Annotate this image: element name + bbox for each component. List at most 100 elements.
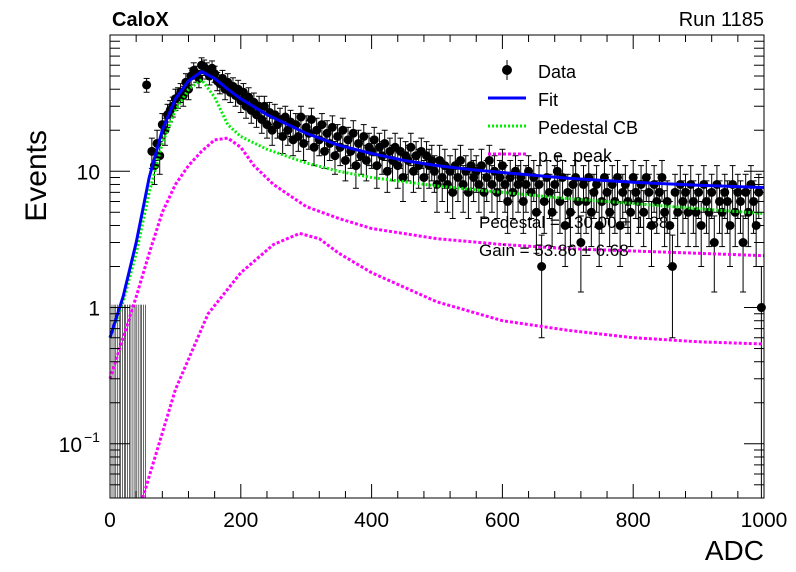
data-point bbox=[340, 155, 350, 165]
run-label: Run 1185 bbox=[679, 9, 764, 31]
data-point bbox=[317, 120, 327, 130]
x-tick-label: 600 bbox=[485, 509, 520, 532]
data-point bbox=[299, 138, 309, 148]
data-point bbox=[479, 187, 489, 197]
data-point bbox=[576, 238, 586, 248]
data-point bbox=[720, 187, 730, 197]
data-point bbox=[694, 187, 704, 197]
data-point bbox=[142, 80, 152, 90]
data-point bbox=[278, 131, 288, 141]
data-point bbox=[351, 161, 361, 171]
data-point bbox=[320, 146, 330, 156]
data-point bbox=[681, 187, 691, 197]
legend-label-fit: Fit bbox=[538, 90, 558, 110]
data-point bbox=[259, 101, 269, 111]
data-point bbox=[359, 131, 369, 141]
data-point bbox=[429, 166, 439, 176]
data-point bbox=[306, 114, 316, 124]
legend-label-pedestal: Pedestal CB bbox=[538, 118, 638, 138]
x-tick-label: 800 bbox=[616, 509, 651, 532]
plot-area bbox=[108, 57, 766, 499]
series-line-p-e-peak bbox=[108, 136, 765, 380]
series-line-fit bbox=[108, 69, 765, 339]
x-tick-label: 200 bbox=[223, 509, 258, 532]
data-point bbox=[476, 161, 486, 171]
data-point bbox=[487, 179, 497, 189]
data-point bbox=[696, 220, 706, 230]
data-point bbox=[406, 142, 416, 152]
data-point bbox=[725, 220, 735, 230]
data-point bbox=[521, 179, 531, 189]
y-axis-label: Events bbox=[20, 130, 53, 222]
plot-frame bbox=[109, 34, 765, 499]
data-point bbox=[667, 262, 677, 271]
data-point bbox=[361, 155, 371, 165]
series-line-pedestal-cb bbox=[108, 77, 765, 339]
data-point bbox=[518, 196, 528, 206]
data-point bbox=[398, 172, 408, 182]
annotation-gain: Gain = 53.86 ± 6.68 bbox=[479, 241, 629, 260]
data-point bbox=[647, 220, 657, 230]
x-tick-label: 400 bbox=[354, 509, 389, 532]
data-point bbox=[419, 172, 429, 182]
data-point bbox=[445, 166, 455, 176]
data-point bbox=[592, 179, 602, 189]
data-point bbox=[644, 187, 654, 197]
data-point bbox=[563, 187, 573, 197]
data-point bbox=[382, 166, 392, 176]
legend-label-pe-peak: p.e. peak bbox=[538, 146, 613, 166]
data-point bbox=[733, 187, 743, 197]
y-tick-exponent: −1 bbox=[84, 429, 100, 445]
y-tick-label: 1 bbox=[88, 298, 100, 321]
data-point bbox=[369, 135, 379, 145]
x-tick-label: 1000 bbox=[741, 509, 788, 532]
data-point bbox=[618, 187, 628, 197]
data-point bbox=[709, 238, 719, 248]
data-point bbox=[534, 179, 544, 189]
legend-marker-data bbox=[502, 65, 512, 75]
data-point bbox=[715, 196, 725, 206]
data-point bbox=[701, 196, 711, 206]
data-point bbox=[296, 112, 306, 122]
data-point bbox=[560, 220, 570, 230]
data-point bbox=[267, 125, 277, 135]
data-point bbox=[330, 151, 340, 161]
x-axis-label: ADC bbox=[705, 535, 764, 566]
data-point bbox=[615, 220, 625, 230]
data-point bbox=[456, 155, 466, 165]
data-point bbox=[348, 128, 358, 138]
data-point bbox=[602, 187, 612, 197]
legend-label-data: Data bbox=[538, 62, 577, 82]
data-point bbox=[293, 131, 303, 141]
y-tick-label: 10 bbox=[59, 434, 82, 457]
data-point bbox=[327, 122, 337, 132]
data-point bbox=[626, 207, 636, 217]
data-point bbox=[657, 172, 667, 182]
data-point bbox=[738, 238, 748, 248]
data-point bbox=[380, 138, 390, 148]
data-point bbox=[338, 125, 348, 135]
data-point bbox=[484, 155, 494, 165]
data-point bbox=[639, 207, 649, 217]
data-point bbox=[741, 187, 751, 197]
data-point bbox=[309, 142, 319, 152]
data-point bbox=[537, 262, 547, 271]
data-point bbox=[707, 187, 717, 197]
y-tick-label: 10 bbox=[77, 161, 100, 184]
data-point bbox=[474, 179, 484, 189]
data-point bbox=[730, 207, 740, 217]
data-point bbox=[631, 187, 641, 197]
annotation-pedestal: Pedestal = 130.00 ± 1.88 bbox=[479, 213, 668, 232]
x-tick-label: 0 bbox=[104, 509, 116, 532]
data-point bbox=[670, 187, 680, 197]
data-point bbox=[552, 166, 562, 176]
experiment-label: CaloX bbox=[112, 9, 169, 31]
data-point bbox=[589, 187, 599, 197]
series-line-p-e-peak-2nd bbox=[141, 231, 765, 499]
legend: Data Fit Pedestal CB p.e. peak bbox=[488, 60, 638, 166]
data-point bbox=[678, 196, 688, 206]
data-point bbox=[665, 220, 675, 230]
data-point bbox=[448, 187, 458, 197]
data-point bbox=[735, 196, 745, 206]
